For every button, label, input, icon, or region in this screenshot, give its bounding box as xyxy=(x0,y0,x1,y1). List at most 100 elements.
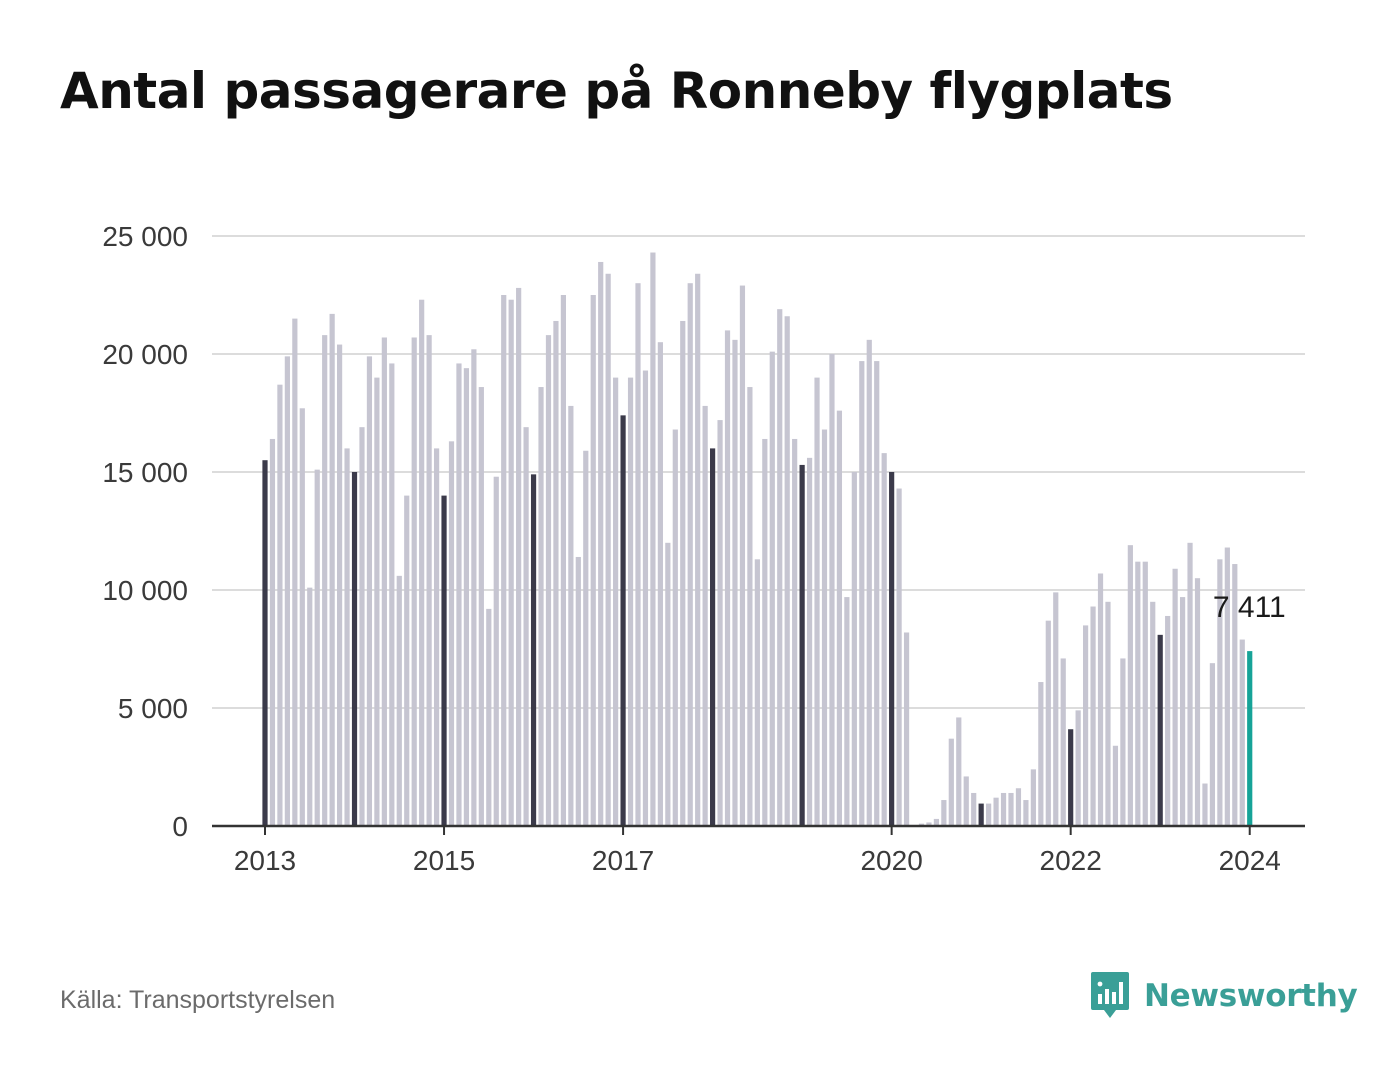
bar xyxy=(814,377,820,826)
bar xyxy=(486,608,492,826)
bar xyxy=(1127,545,1133,826)
bars xyxy=(262,252,1253,827)
bar xyxy=(322,335,328,826)
bar xyxy=(1045,620,1051,826)
bar xyxy=(769,351,775,826)
bar-january xyxy=(1157,634,1163,826)
bar-january xyxy=(351,472,358,826)
newsworthy-logo-icon xyxy=(1091,972,1129,1018)
bar xyxy=(1112,745,1119,826)
y-tick-label: 5 000 xyxy=(118,693,188,724)
bar xyxy=(948,738,954,826)
bar xyxy=(404,495,410,826)
bar xyxy=(1150,601,1156,826)
bar xyxy=(411,337,417,826)
bar xyxy=(650,252,656,826)
x-tick-label: 2015 xyxy=(413,845,475,876)
bar xyxy=(508,299,514,827)
bar xyxy=(456,363,462,826)
bar xyxy=(329,313,335,826)
bar xyxy=(836,410,843,826)
bar xyxy=(590,295,596,826)
bar xyxy=(1217,559,1223,826)
bar xyxy=(777,309,783,826)
bar xyxy=(605,273,611,826)
bar xyxy=(426,335,432,826)
bar xyxy=(739,285,746,826)
bar xyxy=(1000,792,1007,826)
bar-january xyxy=(262,460,268,826)
bar xyxy=(1187,542,1193,826)
bar xyxy=(1060,658,1066,826)
bar xyxy=(448,441,455,826)
x-axis-labels: 2013 2015 2017 2020 2022 2024 xyxy=(234,845,1281,876)
bar xyxy=(269,438,276,826)
bar-january xyxy=(710,448,716,826)
bar xyxy=(1232,564,1238,826)
x-tick-label: 2024 xyxy=(1219,845,1281,876)
bar xyxy=(1023,800,1029,826)
bar xyxy=(665,542,671,826)
bar xyxy=(963,776,969,826)
bar xyxy=(687,283,693,826)
y-tick-label: 20 000 xyxy=(102,339,188,370)
bar xyxy=(314,469,320,826)
bar xyxy=(299,408,305,826)
bar xyxy=(627,377,634,826)
bar xyxy=(419,299,425,827)
bar-january xyxy=(530,474,537,826)
bar xyxy=(874,361,880,826)
bar xyxy=(881,453,887,826)
bar xyxy=(903,632,910,826)
x-axis xyxy=(212,824,1305,835)
bar xyxy=(732,339,738,826)
bar xyxy=(1120,658,1126,826)
bar xyxy=(657,342,663,826)
bar xyxy=(478,387,484,826)
bar xyxy=(1053,592,1059,826)
bar xyxy=(956,717,962,826)
bar xyxy=(851,472,857,826)
bar xyxy=(1030,769,1036,826)
bar-january xyxy=(799,464,805,826)
bar xyxy=(695,273,701,826)
bar xyxy=(1142,561,1148,826)
bar xyxy=(896,488,902,826)
bar xyxy=(680,320,686,826)
bar xyxy=(493,476,499,826)
bar xyxy=(844,597,850,826)
bar xyxy=(792,438,798,826)
bar-january xyxy=(620,415,626,826)
bar-january xyxy=(441,495,447,826)
bar xyxy=(583,450,589,826)
bar xyxy=(754,559,760,826)
bar xyxy=(374,377,380,826)
y-tick-label: 25 000 xyxy=(102,221,188,252)
bar xyxy=(396,575,402,826)
bar xyxy=(598,261,604,827)
source-note: Källa: Transportstyrelsen xyxy=(60,986,336,1014)
bar xyxy=(724,330,731,826)
bar xyxy=(284,356,290,826)
bar xyxy=(1135,561,1141,826)
bar xyxy=(672,429,678,826)
bar xyxy=(784,316,790,826)
bar xyxy=(1083,625,1089,826)
bar xyxy=(501,295,507,826)
bar xyxy=(866,339,872,826)
y-axis-labels: 0 5 000 10 000 15 000 20 000 25 000 xyxy=(102,221,188,842)
bar xyxy=(389,363,395,826)
bar-january xyxy=(1068,729,1074,826)
bar xyxy=(1038,682,1044,826)
bar xyxy=(307,587,313,826)
bar xyxy=(516,287,522,826)
bar xyxy=(1105,601,1111,826)
bar xyxy=(821,429,828,826)
brand-name: Newsworthy xyxy=(1144,978,1358,1014)
brand-logo[interactable]: Newsworthy xyxy=(1090,970,1358,1022)
bar xyxy=(1015,788,1022,826)
bar xyxy=(463,368,470,826)
y-tick-label: 15 000 xyxy=(102,457,188,488)
bar xyxy=(523,427,529,826)
